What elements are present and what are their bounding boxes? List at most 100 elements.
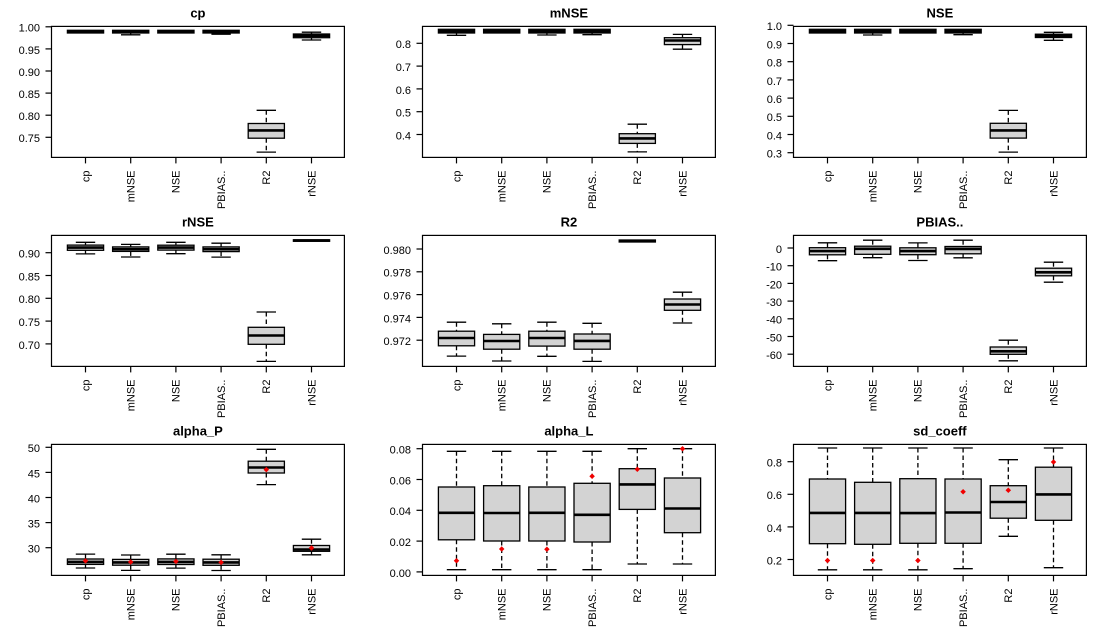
svg-text:rNSE: rNSE — [1048, 171, 1060, 197]
svg-text:-20: -20 — [766, 279, 782, 291]
svg-text:mNSE: mNSE — [497, 380, 509, 412]
svg-text:0.980: 0.980 — [383, 245, 411, 257]
svg-text:NSE: NSE — [542, 171, 554, 194]
svg-text:50: 50 — [28, 443, 40, 455]
svg-text:mNSE: mNSE — [497, 589, 509, 621]
svg-text:PBIAS..: PBIAS.. — [958, 380, 970, 419]
svg-text:0.85: 0.85 — [19, 271, 40, 283]
svg-text:PBIAS..: PBIAS.. — [587, 589, 599, 627]
svg-text:0.6: 0.6 — [767, 490, 782, 502]
svg-text:40: 40 — [28, 493, 40, 505]
svg-text:mNSE: mNSE — [126, 589, 138, 621]
svg-text:NSE: NSE — [913, 380, 925, 403]
svg-text:-50: -50 — [766, 332, 782, 344]
svg-text:rNSE: rNSE — [306, 380, 318, 406]
svg-text:45: 45 — [28, 468, 40, 480]
svg-text:-30: -30 — [766, 297, 782, 309]
svg-text:mNSE: mNSE — [126, 380, 138, 412]
svg-text:mNSE: mNSE — [497, 171, 509, 203]
svg-text:cp: cp — [822, 589, 834, 601]
svg-text:rNSE: rNSE — [1048, 380, 1060, 406]
svg-text:R2: R2 — [1003, 171, 1015, 185]
svg-text:0.8: 0.8 — [767, 458, 782, 470]
svg-text:rNSE: rNSE — [677, 589, 689, 615]
svg-text:PBIAS..: PBIAS.. — [216, 589, 228, 627]
svg-text:mNSE: mNSE — [868, 380, 880, 412]
svg-text:0.6: 0.6 — [767, 94, 782, 106]
svg-text:R2: R2 — [261, 171, 273, 185]
svg-text:cp: cp — [451, 171, 463, 183]
svg-text:R2: R2 — [261, 380, 273, 394]
svg-text:cp: cp — [80, 589, 92, 601]
svg-text:alpha_L: alpha_L — [544, 424, 593, 439]
svg-text:0.80: 0.80 — [19, 111, 40, 123]
svg-text:rNSE: rNSE — [677, 171, 689, 197]
svg-text:mNSE: mNSE — [550, 6, 589, 21]
svg-text:alpha_P: alpha_P — [173, 424, 223, 439]
svg-text:NSE: NSE — [913, 589, 925, 612]
svg-text:rNSE: rNSE — [182, 215, 214, 230]
svg-text:mNSE: mNSE — [868, 589, 880, 621]
svg-text:0.9: 0.9 — [767, 39, 782, 51]
svg-text:R2: R2 — [632, 589, 644, 603]
svg-text:rNSE: rNSE — [677, 380, 689, 406]
svg-text:0.04: 0.04 — [390, 506, 411, 518]
svg-text:0.02: 0.02 — [390, 537, 411, 549]
svg-text:0.06: 0.06 — [390, 475, 411, 487]
svg-text:NSE: NSE — [913, 171, 925, 194]
svg-text:mNSE: mNSE — [868, 171, 880, 203]
svg-text:mNSE: mNSE — [126, 171, 138, 203]
svg-text:NSE: NSE — [171, 171, 183, 194]
svg-text:0.4: 0.4 — [396, 130, 411, 142]
svg-text:NSE: NSE — [542, 589, 554, 612]
svg-text:-40: -40 — [766, 315, 782, 327]
svg-text:0.972: 0.972 — [383, 336, 411, 348]
svg-text:NSE: NSE — [171, 380, 183, 403]
svg-text:0.90: 0.90 — [19, 67, 40, 79]
svg-text:0.7: 0.7 — [767, 76, 782, 88]
svg-text:0.8: 0.8 — [767, 58, 782, 70]
svg-text:cp: cp — [80, 380, 92, 392]
svg-text:NSE: NSE — [171, 589, 183, 612]
svg-text:0.08: 0.08 — [390, 445, 411, 457]
svg-text:30: 30 — [28, 544, 40, 556]
svg-text:cp: cp — [451, 380, 463, 392]
svg-text:PBIAS..: PBIAS.. — [958, 171, 970, 210]
svg-text:R2: R2 — [1003, 589, 1015, 603]
svg-text:0.976: 0.976 — [383, 291, 411, 303]
svg-text:1.0: 1.0 — [767, 21, 782, 33]
svg-text:0.80: 0.80 — [19, 294, 40, 306]
svg-text:1.00: 1.00 — [19, 23, 40, 35]
svg-text:35: 35 — [28, 519, 40, 531]
svg-text:0.4: 0.4 — [767, 130, 782, 142]
svg-text:0.75: 0.75 — [19, 317, 40, 329]
svg-text:R2: R2 — [1003, 380, 1015, 394]
svg-text:sd_coeff: sd_coeff — [913, 424, 967, 439]
svg-text:0.978: 0.978 — [383, 268, 411, 280]
svg-text:0.974: 0.974 — [383, 313, 411, 325]
svg-text:0.00: 0.00 — [390, 568, 411, 580]
svg-text:rNSE: rNSE — [1048, 589, 1060, 615]
svg-text:0.90: 0.90 — [19, 249, 40, 261]
svg-text:0.2: 0.2 — [767, 555, 782, 567]
svg-text:-60: -60 — [766, 350, 782, 362]
svg-text:0.7: 0.7 — [396, 62, 411, 74]
svg-text:cp: cp — [822, 380, 834, 392]
svg-text:0.5: 0.5 — [767, 112, 782, 124]
svg-text:PBIAS..: PBIAS.. — [916, 215, 963, 230]
svg-text:PBIAS..: PBIAS.. — [587, 171, 599, 210]
svg-text:rNSE: rNSE — [306, 171, 318, 197]
svg-text:0.95: 0.95 — [19, 45, 40, 57]
svg-text:-10: -10 — [766, 262, 782, 274]
svg-text:R2: R2 — [632, 380, 644, 394]
svg-text:0.70: 0.70 — [19, 340, 40, 352]
svg-text:0.5: 0.5 — [396, 108, 411, 120]
svg-text:0.4: 0.4 — [767, 523, 782, 535]
svg-text:PBIAS..: PBIAS.. — [216, 380, 228, 419]
svg-text:cp: cp — [190, 6, 205, 21]
svg-text:0: 0 — [776, 244, 782, 256]
svg-text:NSE: NSE — [927, 6, 954, 21]
svg-text:PBIAS..: PBIAS.. — [587, 380, 599, 419]
svg-text:0.8: 0.8 — [396, 39, 411, 51]
svg-text:cp: cp — [822, 171, 834, 183]
